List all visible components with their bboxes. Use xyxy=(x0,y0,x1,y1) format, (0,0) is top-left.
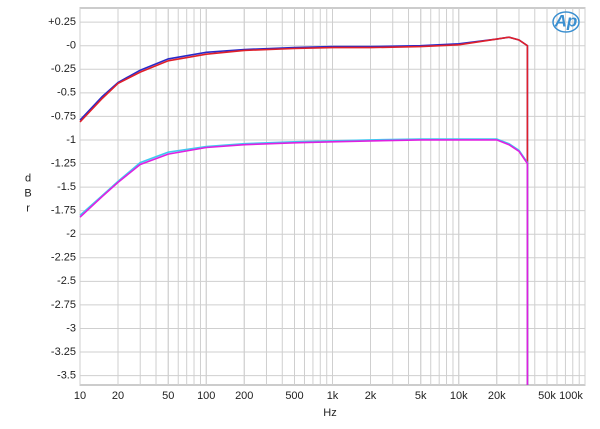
y-tick-label: -2 xyxy=(66,228,76,240)
series-line xyxy=(79,139,529,385)
y-tick-label: -2.75 xyxy=(51,299,76,311)
x-tick-label: 50 xyxy=(162,390,174,402)
y-tick-label: -3.25 xyxy=(51,346,76,358)
logo: Ap xyxy=(554,11,578,30)
x-tick-label: 20 xyxy=(112,390,124,402)
y-tick-label: -1 xyxy=(66,134,76,146)
x-tick-label: 100 xyxy=(197,390,215,402)
x-tick-label: 2k xyxy=(365,390,377,402)
y-tick-label: -1.75 xyxy=(51,205,76,217)
x-tick-label: 20k xyxy=(488,390,506,402)
y-tick-label: -0.75 xyxy=(51,110,76,122)
y-tick-label: -1.5 xyxy=(57,181,76,193)
logo-ring xyxy=(552,11,580,33)
y-tick-label: -1.25 xyxy=(51,157,76,169)
x-tick-label: 200 xyxy=(235,390,253,402)
y-tick-label: +0.25 xyxy=(48,16,76,28)
series-line xyxy=(79,138,529,385)
y-tick-label: -0 xyxy=(66,40,76,52)
x-tick-label: 5k xyxy=(415,390,427,402)
y-axis-label: dBr xyxy=(22,173,34,218)
x-tick-label: 100k xyxy=(559,390,583,402)
y-tick-label: -2.5 xyxy=(57,275,76,287)
y-tick-label: -0.25 xyxy=(51,63,76,75)
y-tick-label: -0.5 xyxy=(57,87,76,99)
y-tick-label: -3 xyxy=(66,322,76,334)
y-tick-label: -2.25 xyxy=(51,252,76,264)
x-tick-label: 50k xyxy=(538,390,556,402)
series-line xyxy=(79,36,529,385)
y-tick-label: -3.5 xyxy=(57,369,76,381)
x-tick-label: 500 xyxy=(285,390,303,402)
x-axis-label: Hz xyxy=(323,407,336,419)
x-tick-label: 10k xyxy=(450,390,468,402)
x-tick-label: 10 xyxy=(74,390,86,402)
x-tick-label: 1k xyxy=(327,390,339,402)
